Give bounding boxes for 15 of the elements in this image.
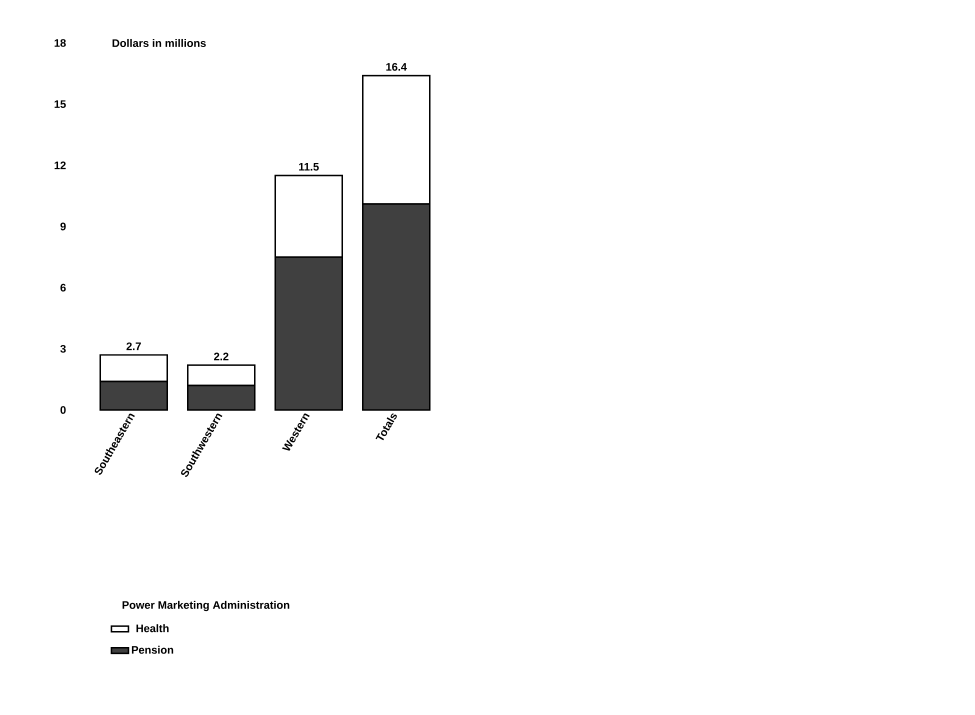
y-tick-label: 3 [60, 344, 66, 353]
y-tick-label: 9 [60, 222, 66, 230]
total-label: 2.7 [126, 342, 141, 350]
y-tick-label: 12 [54, 162, 66, 170]
y-tick-label: 15 [54, 100, 66, 108]
y-tick-label: 0 [60, 406, 66, 414]
total-label: 16.4 [386, 63, 407, 71]
text: Power Marketing Administration [122, 600, 290, 612]
total-label: 11.5 [299, 163, 319, 171]
legend-label: Pension [132, 646, 174, 654]
y-axis-title: Dollars in millions [112, 38, 206, 48]
y-tick-label: 6 [60, 284, 66, 292]
legend-label: Health [136, 624, 169, 632]
total-label: 2.2 [214, 352, 228, 360]
y-tick-label: 18 [54, 39, 66, 47]
